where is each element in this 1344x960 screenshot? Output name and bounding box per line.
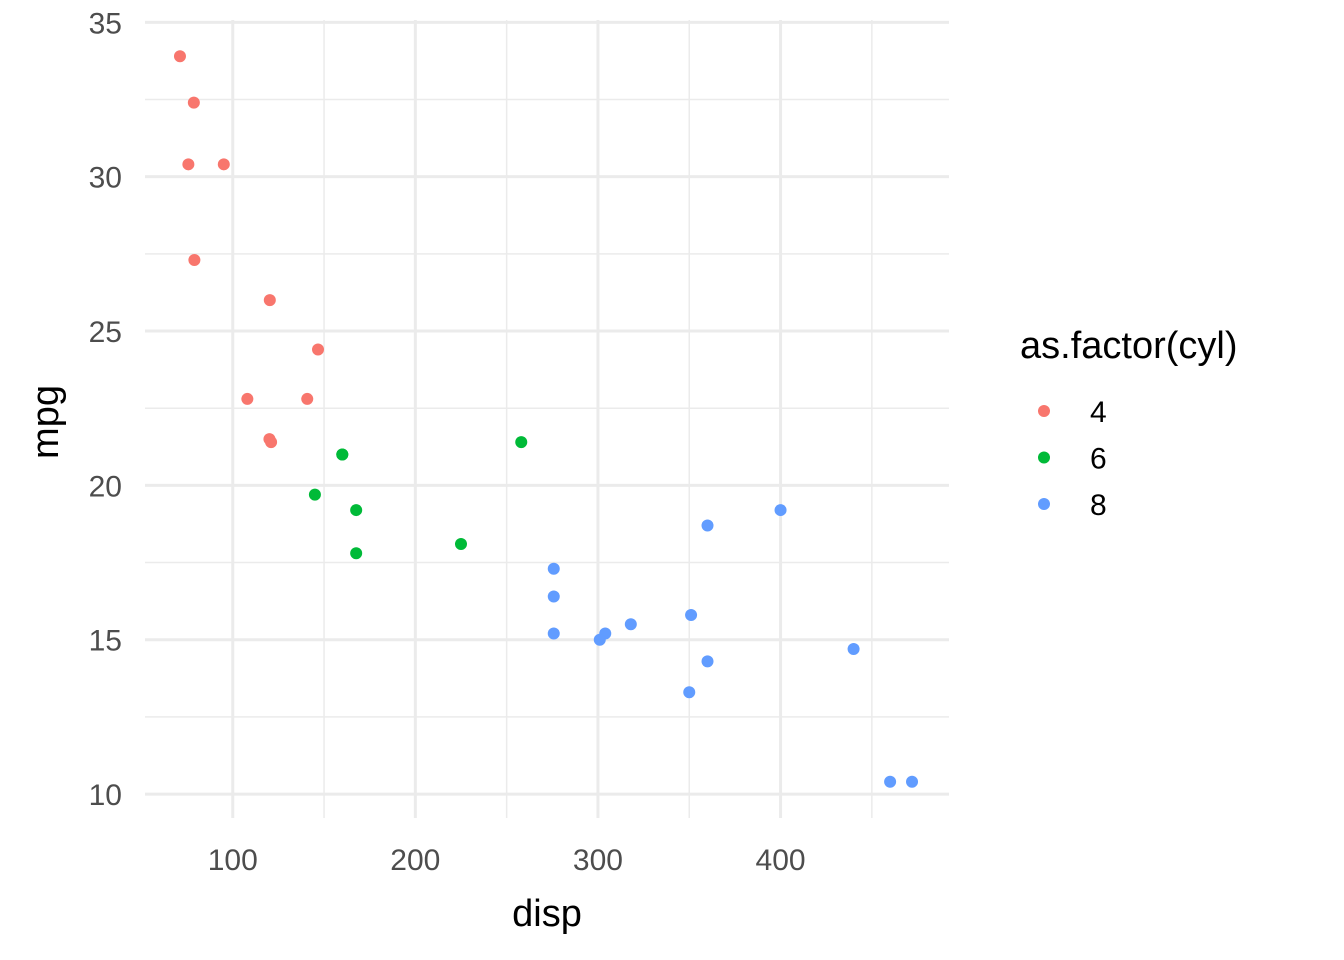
legend: as.factor(cyl) 4 6 8 xyxy=(1020,325,1237,522)
data-point-cyl-8 xyxy=(683,686,696,699)
data-point-cyl-8 xyxy=(701,519,714,532)
x-tick-label: 200 xyxy=(390,844,440,877)
data-point-cyl-4 xyxy=(187,96,200,109)
x-tick-label: 100 xyxy=(208,844,258,877)
legend-key-6 xyxy=(1038,451,1050,464)
data-point-cyl-4 xyxy=(188,254,201,267)
legend-title: as.factor(cyl) xyxy=(1020,325,1237,367)
data-point-cyl-8 xyxy=(624,618,637,631)
data-point-cyl-6 xyxy=(308,488,321,501)
data-point-cyl-8 xyxy=(593,633,606,646)
y-tick-label: 25 xyxy=(89,316,122,349)
data-point-cyl-8 xyxy=(547,590,560,603)
x-axis-ticks: 100 200 300 400 xyxy=(208,844,806,877)
data-point-cyl-8 xyxy=(547,627,560,640)
y-axis-title: mpg xyxy=(25,385,67,459)
data-point-cyl-8 xyxy=(884,775,897,788)
data-point-cyl-4 xyxy=(301,392,314,405)
data-point-cyl-4 xyxy=(263,294,276,307)
data-point-cyl-6 xyxy=(350,547,363,560)
data-point-cyl-8 xyxy=(685,609,698,622)
y-tick-label: 15 xyxy=(89,625,122,658)
data-point-cyl-4 xyxy=(241,392,254,405)
data-point-cyl-8 xyxy=(906,775,919,788)
legend-key-4 xyxy=(1038,405,1050,417)
y-tick-label: 35 xyxy=(89,7,122,40)
data-point-cyl-6 xyxy=(515,436,528,449)
legend-label-8: 8 xyxy=(1090,489,1107,522)
data-point-cyl-4 xyxy=(173,50,186,63)
y-tick-label: 30 xyxy=(89,162,122,195)
data-point-cyl-8 xyxy=(547,562,560,575)
data-point-cyl-8 xyxy=(774,504,787,517)
y-axis-ticks: 10 15 20 25 30 35 xyxy=(89,7,122,812)
data-points xyxy=(173,50,919,788)
data-point-cyl-8 xyxy=(701,655,714,668)
data-point-cyl-8 xyxy=(847,642,860,655)
legend-label-4: 4 xyxy=(1090,396,1107,429)
data-point-cyl-4 xyxy=(265,436,278,449)
data-point-cyl-4 xyxy=(312,343,325,356)
x-tick-label: 300 xyxy=(573,844,623,877)
legend-key-8 xyxy=(1038,498,1050,510)
data-point-cyl-6 xyxy=(336,448,349,461)
y-tick-label: 10 xyxy=(89,779,122,812)
x-axis-title: disp xyxy=(512,893,582,935)
x-tick-label: 400 xyxy=(756,844,806,877)
y-tick-label: 20 xyxy=(89,470,122,503)
legend-label-6: 6 xyxy=(1090,443,1107,476)
grid-lines xyxy=(145,20,949,818)
data-point-cyl-4 xyxy=(217,158,230,171)
data-point-cyl-6 xyxy=(454,538,467,551)
data-point-cyl-4 xyxy=(182,158,195,171)
data-point-cyl-6 xyxy=(350,504,363,517)
legend-items: 4 6 8 xyxy=(1038,396,1107,522)
